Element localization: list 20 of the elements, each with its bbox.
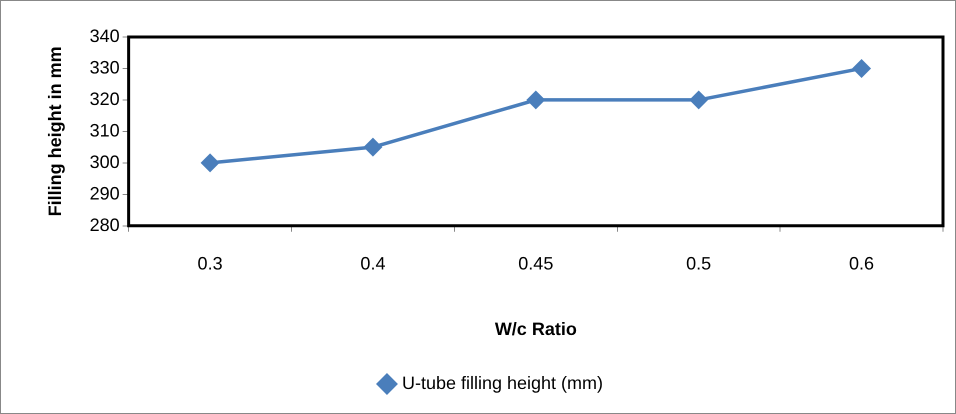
y-tick-label: 290 — [90, 183, 120, 204]
point — [201, 154, 219, 172]
x-tick-label: 0.3 — [198, 254, 223, 274]
x-tick-label: 0.45 — [518, 254, 554, 274]
point — [852, 60, 870, 78]
point — [364, 138, 382, 156]
y-tick-label: 320 — [90, 88, 120, 109]
x-tick-label: 0.5 — [686, 254, 712, 274]
y-axis-title: Filling height in mm — [44, 46, 65, 216]
y-tick-label: 340 — [90, 26, 120, 46]
y-tick-label: 330 — [90, 57, 120, 78]
point — [690, 91, 708, 109]
y-tick-label: 280 — [90, 214, 120, 235]
y-tick-label: 310 — [90, 120, 120, 140]
x-axis-title: W/c Ratio — [494, 319, 577, 340]
y-tick-label: 300 — [90, 152, 120, 172]
point — [527, 91, 545, 109]
x-tick-label: 0.4 — [360, 254, 386, 274]
legend-label: U-tube filling height (mm) — [402, 372, 604, 393]
x-tick-label: 0.6 — [849, 254, 874, 274]
